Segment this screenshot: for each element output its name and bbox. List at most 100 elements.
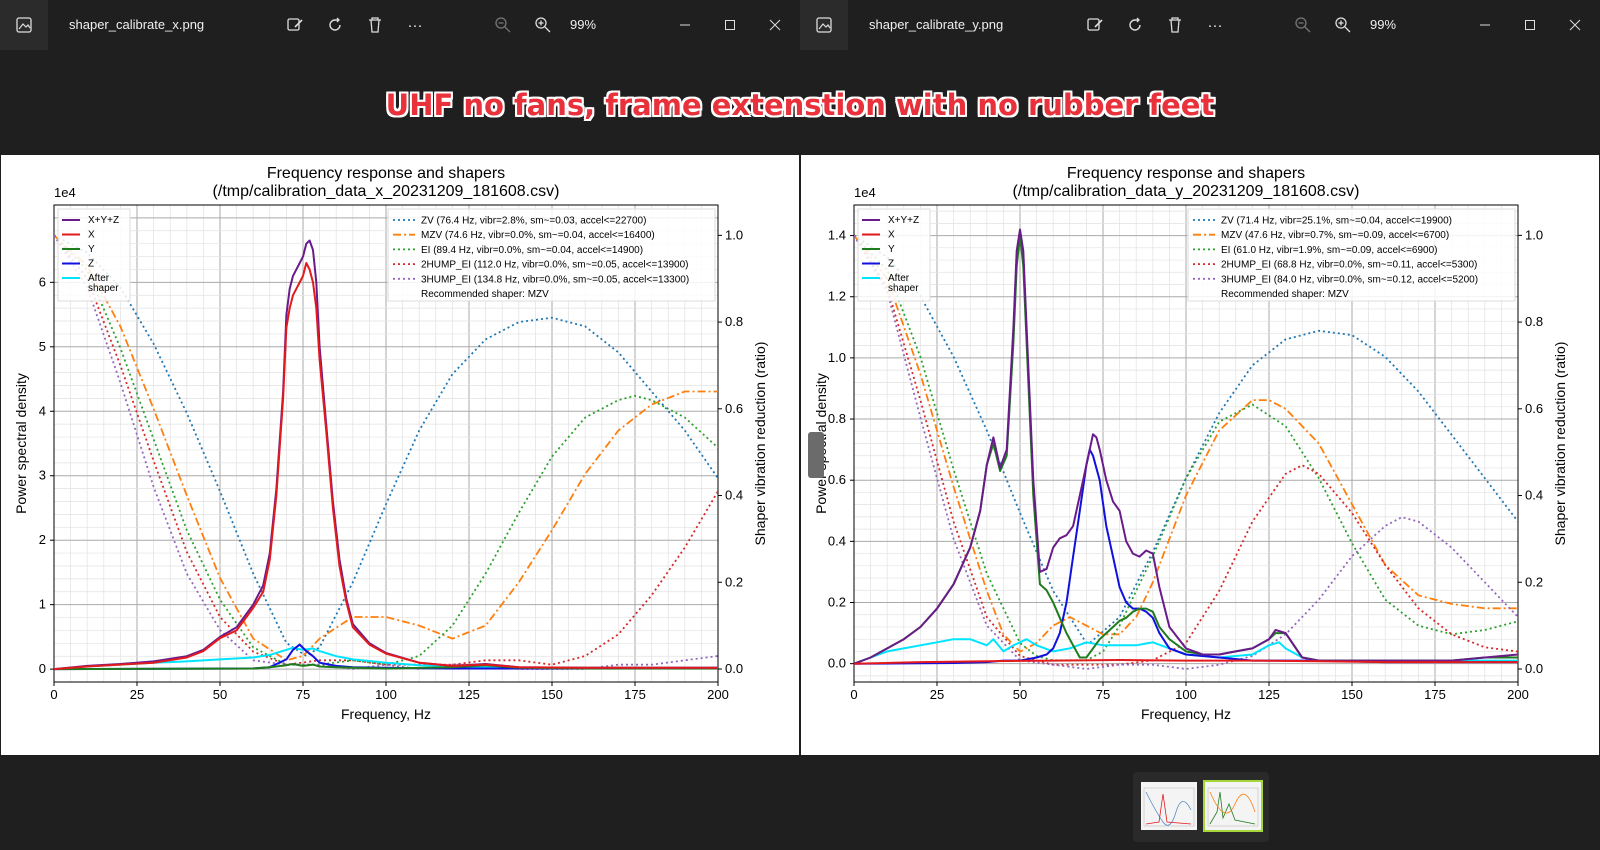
rotate-icon[interactable] [1124, 14, 1146, 36]
x-axis-label: Frequency, Hz [1141, 706, 1231, 722]
x-tick-label: 25 [130, 687, 144, 702]
x-tick-label: 175 [1424, 687, 1446, 702]
series-group [54, 234, 718, 671]
legend-label: 2HUMP_EI (68.8 Hz, vibr=0.0%, sm~=0.11, … [1221, 260, 1477, 271]
x-tick-label: 200 [1507, 687, 1529, 702]
y-tick-label: 0 [39, 661, 46, 676]
image-viewer-icon[interactable] [0, 0, 48, 50]
image-viewer-icon[interactable] [800, 0, 848, 50]
series-line-8 [54, 234, 718, 666]
legend-label: EI (89.4 Hz, vibr=0.0%, sm~=0.04, accel<… [421, 245, 643, 256]
y-tick-label: 0.8 [828, 411, 846, 426]
x-tick-label: 150 [1341, 687, 1363, 702]
legend-label: X+Y+Z [888, 215, 919, 226]
legend-label: After [888, 273, 910, 284]
zoom-in-icon[interactable] [1332, 14, 1354, 36]
y-tick-label: 0.6 [828, 472, 846, 487]
series-line-8 [854, 234, 1518, 666]
minimize-icon[interactable] [672, 12, 698, 38]
series-line-1 [54, 262, 718, 671]
x-axis-label: Frequency, Hz [341, 706, 431, 722]
y2-tick-label: 0.4 [1525, 488, 1543, 503]
chart-x: 0 25 50 75 100 125 150 175 200 0 1 2 3 4 5 6 0.0 0.2 0.4 0.… [13, 165, 768, 722]
maximize-icon[interactable] [1517, 12, 1543, 38]
chart-title: Frequency response and shapers [1067, 165, 1305, 182]
y-axis-label: Power spectral density [13, 373, 29, 514]
legend-label: Y [88, 244, 95, 255]
title-bar: shaper_calibrate_y.png ··· 99% [800, 0, 1600, 50]
close-icon[interactable] [762, 12, 788, 38]
y2-tick-label: 0.2 [1525, 574, 1543, 589]
side-panel-handle[interactable] [808, 432, 824, 478]
zoom-level[interactable]: 99% [570, 17, 597, 32]
more-icon[interactable]: ··· [407, 16, 423, 34]
series-line-6 [854, 234, 1518, 653]
legend-label: MZV (74.6 Hz, vibr=0.0%, sm~=0.04, accel… [421, 230, 655, 241]
legend-label: X+Y+Z [88, 215, 119, 226]
thumbnail-y[interactable] [1203, 780, 1263, 832]
chart-title: Frequency response and shapers [267, 165, 505, 182]
photos-window-y: shaper_calibrate_y.png ··· 99% 0 25 50 75 10… [800, 0, 1600, 850]
y-tick-label: 1.4 [828, 228, 846, 243]
x-tick-label: 125 [1258, 687, 1280, 702]
x-tick-label: 175 [624, 687, 646, 702]
y-tick-label: 6 [39, 274, 46, 289]
x-tick-label: 125 [458, 687, 480, 702]
zoom-in-icon[interactable] [532, 14, 554, 36]
legend-box [57, 208, 131, 302]
y2-axis-label: Shaper vibration reduction (ratio) [1552, 342, 1568, 546]
x-tick-label: 75 [1096, 687, 1110, 702]
plot-image-y: 0 25 50 75 100 125 150 175 200 0.0 0.2 0.4 0.6 0.8 1.0… [801, 155, 1599, 755]
legend-label: ZV (71.4 Hz, vibr=25.1%, sm~=0.04, accel… [1221, 216, 1452, 227]
rotate-icon[interactable] [324, 14, 346, 36]
y-tick-label: 1.2 [828, 289, 846, 304]
x-tick-label: 25 [930, 687, 944, 702]
legend-label: After [88, 273, 110, 284]
legend-label: 3HUMP_EI (84.0 Hz, vibr=0.0%, sm~=0.12, … [1221, 274, 1478, 285]
x-tick-label: 0 [850, 687, 857, 702]
legend-box [1187, 208, 1516, 302]
title-bar: shaper_calibrate_x.png ··· 99% [0, 0, 800, 50]
y-tick-label: 1 [39, 597, 46, 612]
thumbnail-x[interactable] [1141, 782, 1197, 830]
y-tick-label: 1.0 [828, 350, 846, 365]
zoom-out-icon[interactable] [492, 14, 514, 36]
filmstrip [1133, 772, 1269, 842]
y-exponent: 1e4 [854, 185, 876, 200]
delete-icon[interactable] [364, 14, 386, 36]
y-exponent: 1e4 [54, 185, 76, 200]
y2-tick-label: 0.4 [725, 488, 743, 503]
series-line-3 [854, 448, 1518, 665]
legend-box [387, 208, 716, 302]
x-tick-label: 50 [213, 687, 227, 702]
chart-subtitle: (/tmp/calibration_data_x_20231209_181608… [213, 183, 560, 200]
chart-y: 0 25 50 75 100 125 150 175 200 0.0 0.2 0.4 0.6 0.8 1.0… [813, 165, 1568, 722]
more-icon[interactable]: ··· [1207, 16, 1223, 34]
y2-axis-label: Shaper vibration reduction (ratio) [752, 342, 768, 546]
x-tick-label: 150 [541, 687, 563, 702]
close-icon[interactable] [1562, 12, 1588, 38]
edit-icon[interactable] [1084, 14, 1106, 36]
legend-label: Y [888, 244, 895, 255]
zoom-out-icon[interactable] [1292, 14, 1314, 36]
legend-label: MZV (47.6 Hz, vibr=0.7%, sm~=0.09, accel… [1221, 230, 1449, 241]
grid [854, 205, 1518, 682]
legend-label: Z [888, 259, 894, 270]
y-tick-label: 4 [39, 403, 46, 418]
x-tick-label: 75 [296, 687, 310, 702]
series-line-9 [54, 234, 718, 670]
y-tick-label: 0.4 [828, 533, 846, 548]
maximize-icon[interactable] [717, 12, 743, 38]
legend-label: X [88, 230, 95, 241]
edit-icon[interactable] [284, 14, 306, 36]
zoom-level[interactable]: 99% [1370, 17, 1397, 32]
x-tick-label: 200 [707, 687, 729, 702]
y2-tick-label: 0.2 [725, 574, 743, 589]
overlay-caption: UHF no fans, frame extenstion with no ru… [385, 88, 1215, 122]
y-tick-label: 0.2 [828, 595, 846, 610]
delete-icon[interactable] [1164, 14, 1186, 36]
legend-shapers: ZV (71.4 Hz, vibr=25.1%, sm~=0.04, accel… [1187, 208, 1516, 302]
minimize-icon[interactable] [1472, 12, 1498, 38]
